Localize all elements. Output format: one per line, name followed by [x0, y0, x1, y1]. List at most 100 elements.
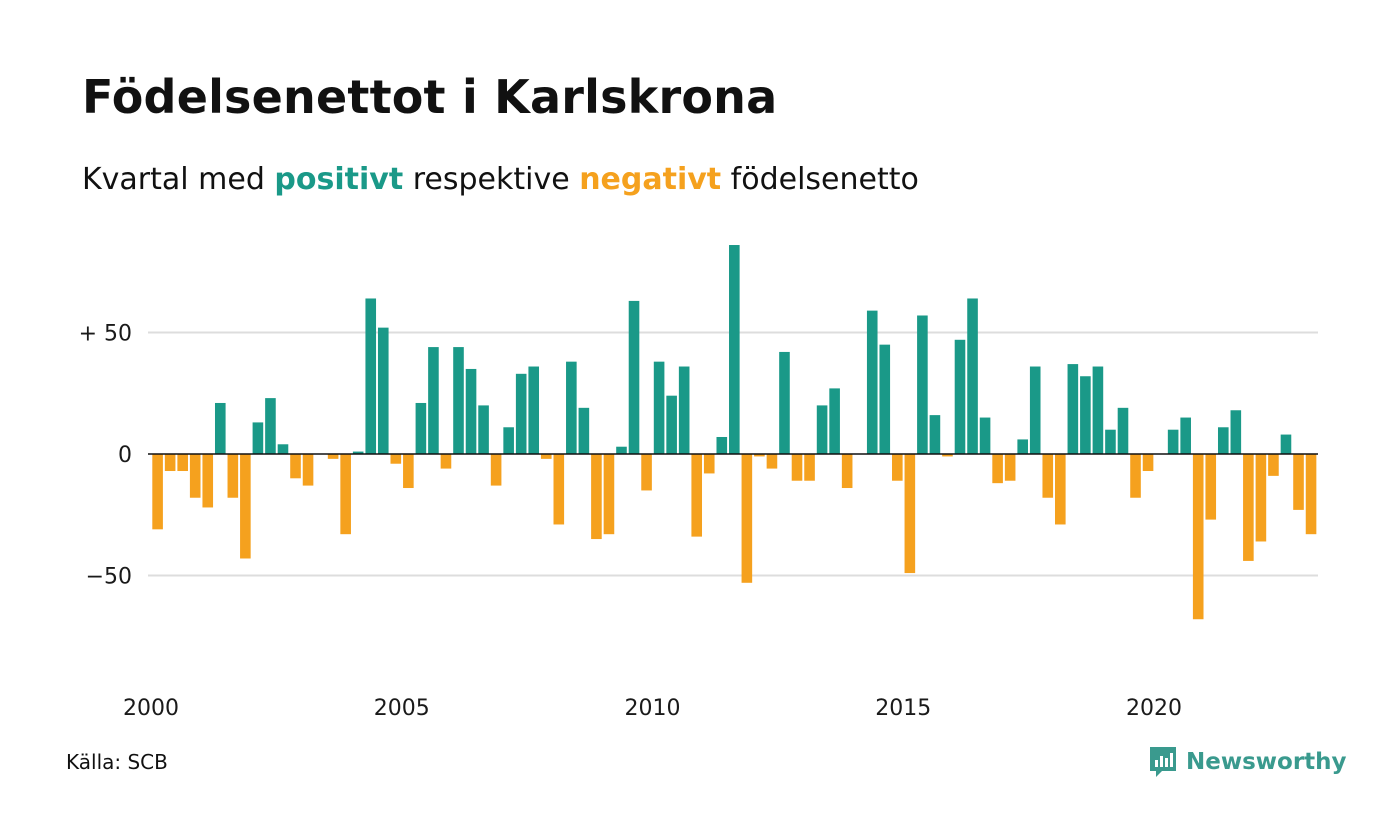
bar-negative — [440, 454, 452, 469]
bar-positive — [566, 361, 577, 454]
bar-negative — [302, 454, 314, 486]
bar-positive — [578, 407, 590, 454]
bar-positive — [365, 298, 377, 454]
bar-positive — [1117, 407, 1129, 454]
bar-negative — [603, 454, 615, 535]
bar-positive — [967, 298, 978, 454]
x-tick-label: 2020 — [1126, 696, 1182, 721]
bar-positive — [979, 417, 991, 454]
bar-positive — [929, 415, 941, 454]
bar-positive — [352, 451, 364, 454]
bar-positive — [729, 245, 740, 454]
bar-negative — [754, 454, 765, 457]
bar-positive — [1017, 439, 1028, 454]
bar-negative — [202, 454, 214, 508]
bar-negative — [1055, 454, 1066, 525]
y-tick-label: −50 — [86, 565, 132, 590]
bar-negative — [791, 454, 803, 481]
bar-positive — [415, 402, 427, 454]
bar-negative — [804, 454, 815, 481]
bar-negative — [189, 454, 201, 498]
bar-negative — [904, 454, 916, 574]
bar-negative — [892, 454, 903, 481]
bar-negative — [240, 454, 251, 559]
bar-positive — [214, 402, 226, 454]
bar-positive — [954, 339, 966, 454]
bar-negative — [1243, 454, 1254, 561]
bar-positive — [628, 300, 640, 454]
bar-negative — [1268, 454, 1279, 476]
subtitle-prefix: Kvartal med — [82, 162, 275, 197]
bar-negative — [1255, 454, 1267, 542]
y-tick-labels: + 50 0 −50 — [79, 322, 132, 590]
bar-positive — [478, 405, 489, 454]
bar-negative — [1192, 454, 1204, 620]
bar-negative — [942, 454, 953, 457]
chart-subtitle: Kvartal med positivt respektive negativt… — [82, 162, 919, 197]
bar-positive — [1217, 427, 1229, 454]
bar-positive — [1067, 364, 1079, 454]
bar-negative — [1042, 454, 1054, 498]
bar-positive — [465, 368, 477, 454]
bar-negative — [703, 454, 715, 474]
bar-positive — [1230, 410, 1242, 454]
bar-positive — [1280, 434, 1292, 454]
bar-positive — [879, 344, 891, 454]
bar-negative — [1305, 454, 1317, 535]
x-tick-label: 2005 — [374, 696, 430, 721]
bar-positive — [515, 373, 527, 454]
subtitle-positive-word: positivt — [274, 162, 404, 197]
bar-negative — [340, 454, 351, 535]
bar-negative — [390, 454, 402, 464]
bar-positive — [265, 398, 276, 454]
bar-positive — [866, 310, 878, 454]
bar-negative — [164, 454, 176, 472]
bar-negative — [766, 454, 778, 469]
bar-negative — [591, 454, 602, 540]
x-tick-label: 2010 — [625, 696, 681, 721]
bar-positive — [453, 347, 464, 454]
newsworthy-logo-icon — [1150, 747, 1176, 777]
bar-positive — [666, 395, 677, 454]
bar-negative — [1205, 454, 1217, 520]
bar-positive — [917, 315, 928, 454]
y-tick-label: + 50 — [79, 322, 132, 347]
bar-negative — [641, 454, 652, 491]
bar-negative — [1142, 454, 1154, 472]
bars-layer — [152, 245, 1317, 620]
source-label: Källa: SCB — [66, 750, 168, 774]
bar-positive — [1092, 366, 1104, 454]
bar-negative — [1130, 454, 1141, 498]
chart-title: Födelsenettot i Karlskrona — [82, 70, 778, 124]
bar-positive — [528, 366, 540, 454]
x-tick-label: 2000 — [123, 696, 179, 721]
bar-negative — [227, 454, 239, 498]
bar-negative — [490, 454, 502, 486]
bar-positive — [428, 347, 439, 454]
bar-positive — [616, 446, 627, 454]
bar-negative — [152, 454, 163, 530]
bar-negative — [741, 454, 753, 583]
bar-positive — [1167, 429, 1179, 454]
bar-negative — [1293, 454, 1304, 510]
bar-chart: + 50 0 −50 2000 2005 2010 2015 2020 — [79, 245, 1318, 721]
subtitle-suffix: födelsenetto — [721, 162, 919, 197]
bar-positive — [716, 436, 728, 454]
bar-positive — [678, 366, 690, 454]
bar-negative — [403, 454, 414, 489]
y-tick-label: 0 — [118, 443, 132, 468]
x-tick-label: 2015 — [875, 696, 931, 721]
bar-positive — [1105, 429, 1116, 454]
bar-negative — [992, 454, 1003, 484]
newsworthy-logo-text: Newsworthy — [1186, 749, 1347, 775]
bar-positive — [252, 422, 264, 454]
subtitle-negative-word: negativt — [579, 162, 722, 197]
bar-negative — [553, 454, 565, 525]
bar-positive — [816, 405, 828, 454]
bar-negative — [691, 454, 703, 537]
bar-negative — [841, 454, 853, 489]
bar-negative — [177, 454, 188, 472]
bar-positive — [1080, 376, 1091, 454]
bar-positive — [503, 427, 514, 454]
bar-positive — [377, 327, 389, 454]
